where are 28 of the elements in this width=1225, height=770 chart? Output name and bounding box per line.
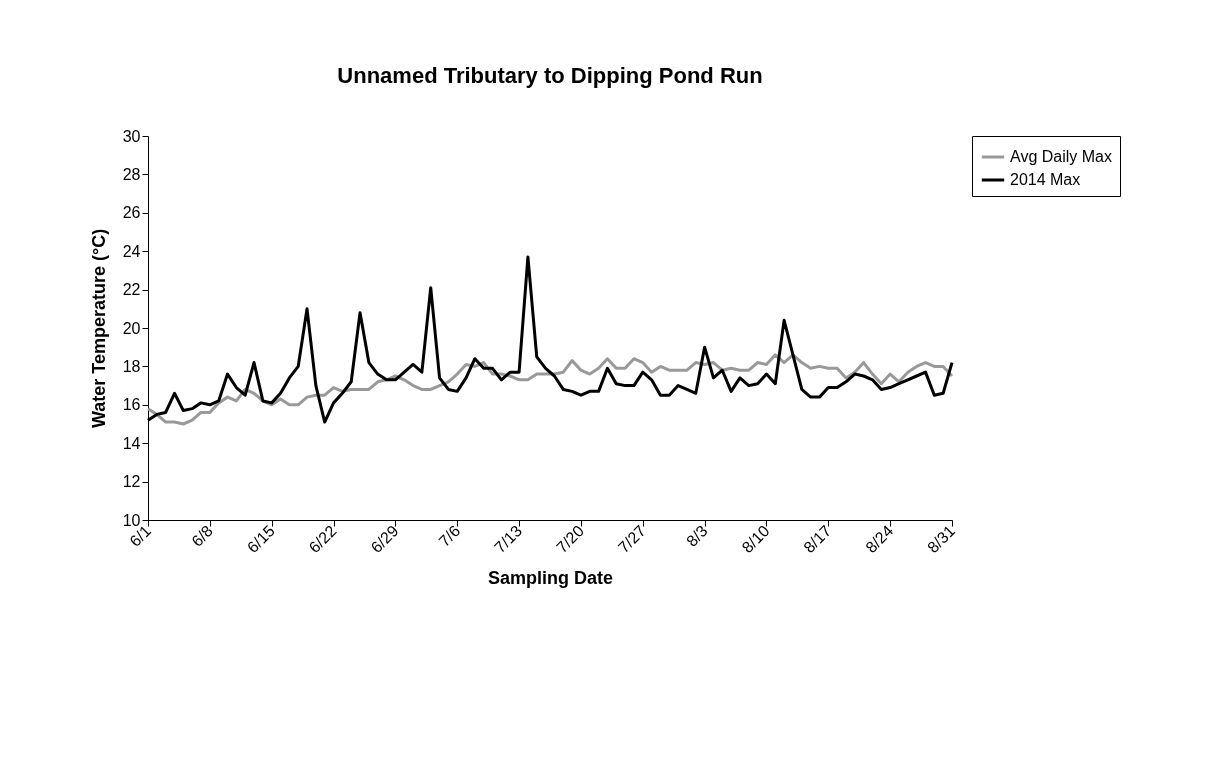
- y-tick-label: 30: [122, 127, 141, 145]
- x-axis-title: Sampling Date: [487, 568, 614, 589]
- legend-label: Avg Daily Max: [1010, 148, 1112, 165]
- y-tick-label: 26: [122, 204, 141, 222]
- y-tick-label: 24: [122, 242, 141, 260]
- y-tick-label: 20: [122, 319, 141, 337]
- y-tick-label: 16: [122, 396, 141, 414]
- chart-title: Unnamed Tributary to Dipping Pond Run: [337, 63, 763, 88]
- x-tick-label: 8/3: [683, 522, 711, 550]
- x-tick-label: 6/8: [188, 522, 217, 550]
- line-series: [146, 353, 954, 426]
- y-tick-label: 22: [122, 281, 141, 299]
- x-tick-label: 7/13: [491, 522, 526, 557]
- x-tick-label: 7/20: [553, 522, 588, 557]
- x-tick-label: 7/27: [614, 522, 649, 557]
- y-tick-label: 12: [122, 473, 141, 491]
- legend-label: 2014 Max: [1010, 171, 1081, 188]
- x-tick-label: 8/10: [738, 522, 773, 557]
- x-tick-label: 6/15: [243, 522, 278, 557]
- y-axis-title: Water Temperature (°C): [88, 228, 109, 429]
- x-tick-label: 6/29: [367, 522, 402, 557]
- x-tick-label: 6/22: [305, 522, 340, 557]
- y-tick-label: 18: [122, 357, 141, 375]
- x-tick-label: 8/31: [924, 522, 959, 557]
- y-tick-label: 10: [122, 511, 141, 529]
- y-tick-label: 28: [122, 165, 141, 183]
- x-tick-label: 7/6: [435, 522, 464, 550]
- y-tick-label: 14: [122, 434, 141, 452]
